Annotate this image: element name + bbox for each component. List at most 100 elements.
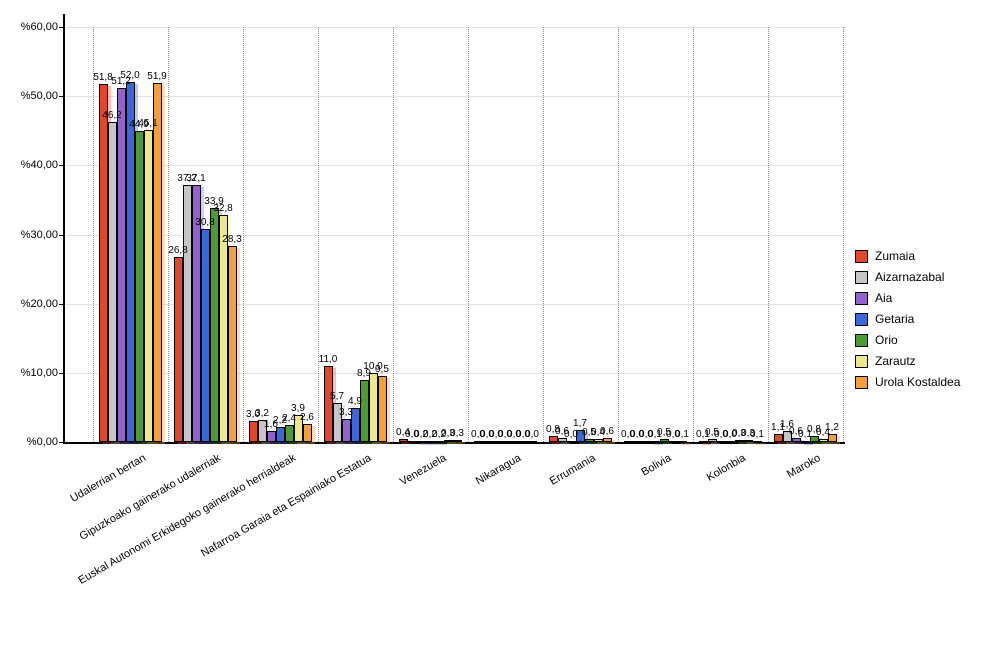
bar-value-label: 28,3 bbox=[222, 234, 242, 245]
bar bbox=[726, 441, 735, 443]
gridline-vertical bbox=[318, 27, 319, 442]
legend-color-swatch bbox=[855, 376, 868, 389]
bar-value-label: 0,3 bbox=[450, 428, 464, 439]
bar bbox=[678, 441, 687, 443]
bar-value-label: 0,0 bbox=[666, 429, 680, 440]
bar bbox=[717, 441, 726, 443]
bar bbox=[144, 130, 153, 442]
bar-value-label: 0,0 bbox=[639, 429, 653, 440]
bar bbox=[549, 436, 558, 442]
bar-value-label: 2,4 bbox=[282, 413, 296, 424]
bar-value-label: 51,9 bbox=[147, 71, 167, 82]
gridline-horizontal bbox=[65, 235, 845, 236]
bar-value-label: 0,5 bbox=[657, 427, 671, 438]
y-axis-tick-mark bbox=[59, 27, 63, 28]
bar bbox=[192, 185, 201, 442]
y-axis-line bbox=[63, 14, 65, 444]
gridline-vertical bbox=[693, 27, 694, 442]
bar-value-label: 0,0 bbox=[723, 429, 737, 440]
legend-color-swatch bbox=[855, 292, 868, 305]
bar-value-label: 0,5 bbox=[582, 427, 596, 438]
bar-value-label: 0,2 bbox=[432, 429, 446, 440]
bar bbox=[699, 441, 708, 443]
legend-label: Orio bbox=[875, 333, 898, 347]
bar bbox=[624, 441, 633, 443]
bar bbox=[708, 439, 717, 442]
bar bbox=[744, 440, 753, 442]
bar bbox=[735, 440, 744, 442]
bar-value-label: 1,7 bbox=[573, 418, 587, 429]
gridline-vertical bbox=[243, 27, 244, 442]
bar-value-label: 51,8 bbox=[93, 72, 113, 83]
bar bbox=[660, 439, 669, 442]
gridline-horizontal bbox=[65, 165, 845, 166]
bar bbox=[651, 441, 660, 443]
bar bbox=[183, 185, 192, 442]
bar bbox=[249, 421, 258, 442]
bar bbox=[783, 431, 792, 442]
bar bbox=[294, 415, 303, 442]
x-axis-line bbox=[63, 442, 845, 444]
bar-value-label: 3,3 bbox=[339, 407, 353, 418]
bar-value-label: 0,0 bbox=[714, 429, 728, 440]
bar-value-label: 0,0 bbox=[564, 429, 578, 440]
bar-value-label: 0,8 bbox=[546, 424, 560, 435]
bar-value-label: 37,2 bbox=[177, 173, 197, 184]
bar bbox=[453, 440, 462, 442]
bar bbox=[342, 419, 351, 442]
gridline-horizontal bbox=[65, 304, 845, 305]
bar-value-label: 9,5 bbox=[375, 364, 389, 375]
legend-color-swatch bbox=[855, 271, 868, 284]
bar bbox=[774, 434, 783, 442]
bar bbox=[492, 441, 501, 443]
bar bbox=[408, 441, 417, 443]
bar bbox=[117, 88, 126, 442]
bar bbox=[201, 229, 210, 442]
bar-value-label: 0,6 bbox=[555, 426, 569, 437]
gridline-vertical bbox=[93, 27, 94, 442]
bar bbox=[174, 257, 183, 442]
bar bbox=[108, 122, 117, 442]
bar-value-label: 10,0 bbox=[363, 361, 383, 372]
legend-item: Urola Kostaldea bbox=[855, 372, 960, 393]
bar-value-label: 0,0 bbox=[471, 429, 485, 440]
bar bbox=[267, 431, 276, 442]
bar bbox=[135, 131, 144, 442]
bar bbox=[474, 441, 483, 443]
bar bbox=[483, 441, 492, 443]
bar-value-label: 0,0 bbox=[480, 429, 494, 440]
y-axis-tick-mark bbox=[59, 96, 63, 97]
y-axis-tick-mark bbox=[59, 373, 63, 374]
bar-value-label: 1,6 bbox=[264, 419, 278, 430]
bar bbox=[642, 441, 651, 443]
bar bbox=[228, 246, 237, 442]
bar-value-label: 0,0 bbox=[489, 429, 503, 440]
x-axis-category-label: Venezuela bbox=[397, 452, 448, 489]
bar bbox=[819, 439, 828, 442]
bar-value-label: 0,1 bbox=[750, 429, 764, 440]
x-axis-category-label: Nikaragua bbox=[473, 452, 523, 488]
bar-value-label: 0,6 bbox=[600, 426, 614, 437]
bar-value-label: 0,6 bbox=[789, 426, 803, 437]
bar bbox=[333, 403, 342, 442]
legend-item: Zarautz bbox=[855, 351, 916, 372]
bar-value-label: 0,3 bbox=[741, 428, 755, 439]
bar-value-label: 44,9 bbox=[129, 119, 149, 130]
bar bbox=[810, 436, 819, 442]
bar bbox=[603, 438, 612, 442]
bar-value-label: 0,1 bbox=[648, 429, 662, 440]
bar-value-label: 4,9 bbox=[348, 396, 362, 407]
bar-value-label: 0,1 bbox=[675, 429, 689, 440]
bar-value-label: 1,1 bbox=[771, 422, 785, 433]
bar bbox=[153, 83, 162, 442]
y-axis-tick-mark bbox=[59, 165, 63, 166]
bar bbox=[594, 439, 603, 442]
bar bbox=[219, 215, 228, 442]
x-axis-category-label: Errumania bbox=[548, 452, 598, 488]
bar-value-label: 0,0 bbox=[405, 429, 419, 440]
bar-value-label: 0,0 bbox=[621, 429, 635, 440]
bar-value-label: 0,0 bbox=[516, 429, 530, 440]
bar-value-label: 0,0 bbox=[498, 429, 512, 440]
bar bbox=[435, 441, 444, 443]
y-axis-tick-label: %50,00 bbox=[20, 90, 58, 102]
